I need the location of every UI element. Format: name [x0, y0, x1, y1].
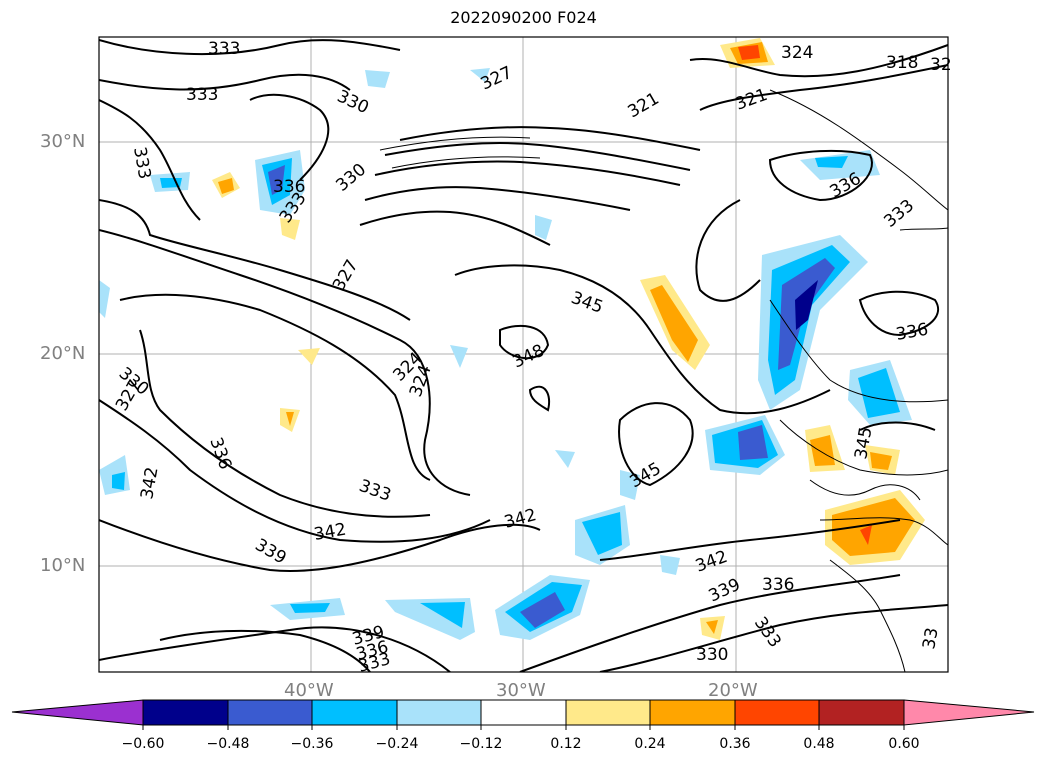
neg-patch — [268, 165, 285, 195]
lat-label: 30°N — [40, 131, 86, 152]
contour-label: 333 — [208, 39, 240, 59]
neg-patch — [99, 280, 110, 318]
pos-patch — [286, 412, 294, 426]
contour-label: 333 — [129, 145, 154, 180]
contour-label: 348 — [510, 341, 548, 373]
colorbar-ticks — [142, 725, 905, 730]
colorbar-tick-label: −0.24 — [375, 736, 419, 752]
lat-label: 10°N — [40, 555, 86, 576]
contour-label: 336 — [762, 575, 794, 595]
pos-patch — [706, 620, 718, 634]
neg-patch — [555, 450, 575, 468]
contour-label: 321 — [733, 85, 770, 115]
pos-patch — [832, 498, 915, 556]
contour-label: 333 — [880, 196, 918, 232]
neg-patch — [738, 425, 768, 460]
contour-label: 345 — [568, 288, 605, 318]
contour-label: 336 — [894, 320, 929, 345]
pos-patch — [650, 285, 698, 362]
neg-patch — [520, 592, 565, 628]
lon-label: 30°W — [496, 680, 546, 701]
pos-patch — [280, 218, 300, 240]
neg-patch — [582, 512, 622, 555]
pos-patch — [860, 525, 872, 545]
map-title: 2022090200 F024 — [450, 8, 597, 27]
neg-patch — [420, 602, 465, 628]
contour-label: 342 — [693, 547, 730, 577]
neg-patch — [858, 368, 900, 418]
pos-patch — [218, 178, 234, 194]
pos-patch — [298, 348, 320, 365]
contour-label: 333 — [186, 85, 218, 105]
colorbar-extend-high — [903, 699, 1035, 726]
contour-label: 32 — [930, 55, 952, 75]
contour-label: 342 — [137, 465, 162, 500]
neg-patch — [795, 280, 818, 330]
colorbar-tick-label: −0.48 — [206, 736, 250, 752]
colorbar-tick-label: 0.12 — [550, 736, 582, 752]
colorbar-tick-label: 0.24 — [634, 736, 666, 752]
contour-label: 330 — [696, 645, 728, 665]
contour-label: 33 — [919, 626, 942, 651]
contour-label: 333 — [356, 476, 393, 506]
contour-label: 339 — [252, 535, 290, 569]
contour-label-group: 333 333 330 327 321 324 321 318 32 333 3… — [112, 39, 952, 677]
contour-label: 321 — [625, 89, 663, 123]
neg-patch — [660, 555, 680, 575]
colorbar — [11, 699, 1035, 726]
neg-patch — [290, 603, 330, 613]
neg-patch — [815, 156, 848, 168]
colorbar-extend-low — [11, 699, 144, 726]
shaded-field — [99, 38, 925, 640]
colorbar-tick-label: −0.36 — [290, 736, 334, 752]
contour-label: 327 — [478, 63, 516, 95]
colorbar-tick-label: −0.60 — [121, 736, 165, 752]
neg-patch — [620, 470, 640, 500]
contour-lines — [99, 39, 948, 672]
contour-label: 336 — [273, 177, 305, 197]
neg-patch — [450, 345, 468, 368]
pos-patch — [738, 45, 760, 60]
contour-label: 330 — [332, 160, 370, 196]
neg-patch — [112, 472, 125, 490]
neg-patch — [778, 258, 835, 370]
colorbar-tick-label: 0.60 — [888, 736, 920, 752]
neg-patch — [470, 68, 490, 82]
contour-label: 318 — [886, 53, 918, 73]
lon-label: 40°W — [284, 680, 334, 701]
neg-patch — [365, 70, 390, 88]
lon-label: 20°W — [708, 680, 758, 701]
contour-lines-thin — [379, 89, 948, 672]
colorbar-tick-label: 0.48 — [803, 736, 835, 752]
contour-label: 342 — [502, 505, 539, 533]
pos-patch — [870, 452, 892, 470]
contour-label: 330 — [334, 86, 372, 118]
colorbar-tick-label: −0.12 — [459, 736, 503, 752]
pos-patch — [810, 435, 835, 466]
colorbar-tick-label: 0.36 — [719, 736, 751, 752]
contour-label: 336 — [205, 435, 235, 472]
contour-label: 327 — [329, 256, 363, 294]
map-frame — [98, 36, 949, 673]
contour-label: 324 — [781, 43, 813, 63]
neg-patch — [535, 215, 552, 240]
lat-label: 20°N — [40, 343, 86, 364]
